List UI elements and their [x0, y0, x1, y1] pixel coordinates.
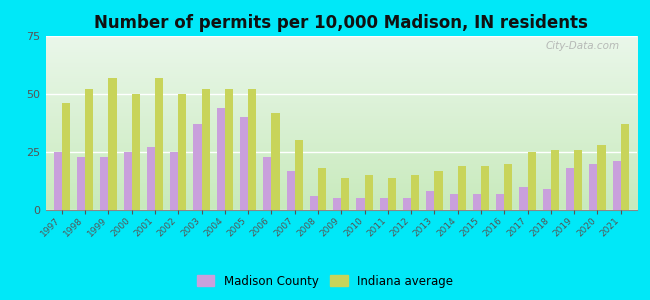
Bar: [551, 150, 559, 210]
Bar: [54, 152, 62, 210]
Bar: [403, 198, 411, 210]
Bar: [458, 166, 466, 210]
Legend: Madison County, Indiana average: Madison County, Indiana average: [193, 271, 457, 291]
Bar: [194, 124, 202, 210]
Bar: [341, 178, 350, 210]
Bar: [473, 194, 481, 210]
Bar: [356, 198, 365, 210]
Bar: [574, 150, 582, 210]
Bar: [566, 168, 574, 210]
Bar: [124, 152, 132, 210]
Bar: [310, 196, 318, 210]
Bar: [434, 171, 443, 210]
Title: Number of permits per 10,000 Madison, IN residents: Number of permits per 10,000 Madison, IN…: [94, 14, 588, 32]
Bar: [597, 145, 606, 210]
Bar: [380, 198, 388, 210]
Bar: [621, 124, 629, 210]
Bar: [426, 191, 434, 210]
Bar: [287, 171, 294, 210]
Bar: [333, 198, 341, 210]
Bar: [411, 175, 419, 210]
Bar: [147, 147, 155, 210]
Bar: [590, 164, 597, 210]
Bar: [109, 78, 116, 210]
Bar: [202, 89, 210, 210]
Bar: [263, 157, 272, 210]
Bar: [62, 103, 70, 210]
Bar: [216, 108, 225, 210]
Bar: [504, 164, 512, 210]
Bar: [248, 89, 256, 210]
Bar: [170, 152, 178, 210]
Bar: [519, 187, 528, 210]
Bar: [225, 89, 233, 210]
Bar: [450, 194, 458, 210]
Bar: [543, 189, 551, 210]
Bar: [272, 112, 280, 210]
Bar: [85, 89, 93, 210]
Bar: [388, 178, 396, 210]
Bar: [481, 166, 489, 210]
Bar: [77, 157, 85, 210]
Bar: [294, 140, 303, 210]
Bar: [178, 94, 187, 210]
Bar: [496, 194, 504, 210]
Bar: [528, 152, 536, 210]
Text: City-Data.com: City-Data.com: [545, 41, 619, 51]
Bar: [132, 94, 140, 210]
Bar: [612, 161, 621, 210]
Bar: [365, 175, 372, 210]
Bar: [155, 78, 163, 210]
Bar: [100, 157, 109, 210]
Bar: [240, 117, 248, 210]
Bar: [318, 168, 326, 210]
